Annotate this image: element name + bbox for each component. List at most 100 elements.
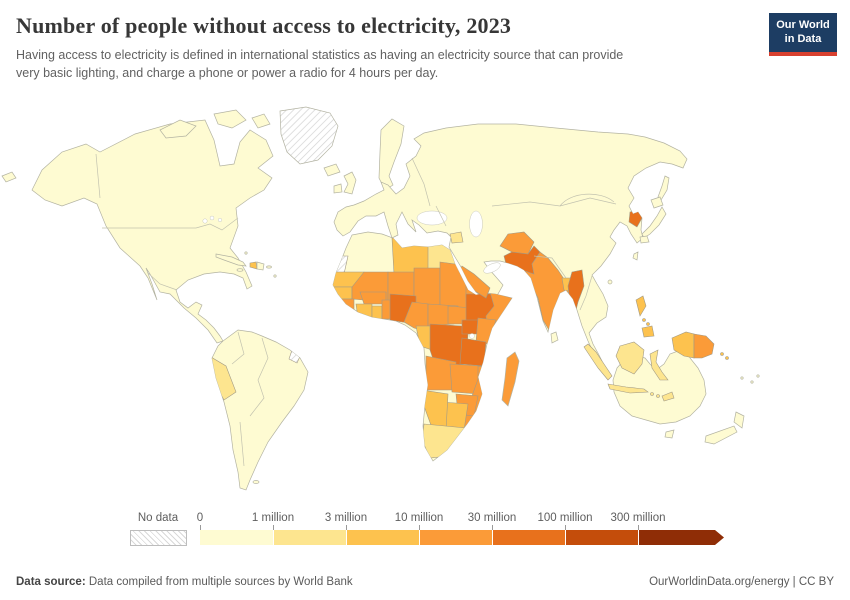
region-south-africa[interactable] bbox=[421, 423, 467, 459]
subtitle-line-2: very basic lighting, and charge a phone … bbox=[16, 65, 439, 80]
data-source-text: Data compiled from multiple sources by W… bbox=[85, 576, 353, 588]
region-bahamas[interactable] bbox=[244, 251, 248, 255]
legend-color-bar[interactable] bbox=[200, 530, 724, 545]
world-choropleth-map bbox=[0, 106, 850, 506]
region-lesser-sunda[interactable] bbox=[650, 392, 654, 396]
region-jamaica[interactable] bbox=[236, 268, 244, 272]
region-arctic-islands[interactable] bbox=[159, 119, 197, 139]
legend-swatch-3-10m[interactable] bbox=[346, 530, 419, 545]
region-kenya[interactable] bbox=[475, 317, 497, 345]
map-legend: No data 0 1 million 3 million 10 million… bbox=[130, 512, 780, 552]
region-philippines[interactable] bbox=[641, 325, 655, 338]
legend-tick-label: 100 million bbox=[537, 512, 593, 524]
great-lakes bbox=[209, 215, 215, 221]
border-south-america bbox=[249, 337, 269, 417]
region-lesser-sunda[interactable] bbox=[656, 394, 660, 398]
region-guinea[interactable] bbox=[335, 298, 355, 312]
region-solomon-islands[interactable] bbox=[725, 356, 729, 360]
region-java[interactable] bbox=[607, 383, 649, 394]
region-dominican-republic[interactable] bbox=[256, 261, 265, 271]
legend-swatch-1-3m[interactable] bbox=[273, 530, 346, 545]
region-scandinavia[interactable] bbox=[378, 118, 405, 191]
legend-swatch-100-300m[interactable] bbox=[565, 530, 638, 545]
border-us-mexico bbox=[147, 272, 178, 291]
world-map-svg bbox=[1, 106, 760, 491]
region-western-sahara[interactable] bbox=[322, 255, 349, 275]
region-iceland[interactable] bbox=[323, 163, 341, 177]
legend-tick bbox=[638, 525, 639, 530]
region-vanuatu-fiji[interactable] bbox=[750, 380, 754, 384]
region-new-zealand[interactable] bbox=[704, 425, 738, 445]
owid-logo[interactable]: Our World in Data bbox=[769, 13, 837, 56]
legend-tick bbox=[492, 525, 493, 530]
region-vanuatu-fiji[interactable] bbox=[756, 374, 760, 378]
lake-victoria bbox=[469, 333, 475, 339]
region-philippines[interactable] bbox=[642, 318, 646, 322]
region-haiti[interactable] bbox=[249, 261, 258, 270]
legend-no-data-swatch[interactable] bbox=[130, 530, 187, 546]
chart-subtitle: Having access to electricity is defined … bbox=[16, 47, 834, 83]
region-tasmania[interactable] bbox=[664, 429, 675, 439]
region-sierra-leone-liberia[interactable] bbox=[339, 310, 361, 322]
region-north-america[interactable] bbox=[31, 119, 274, 344]
region-sakhalin[interactable] bbox=[657, 175, 670, 201]
region-sulawesi[interactable] bbox=[649, 349, 669, 381]
legend-tick bbox=[273, 525, 274, 530]
legend-swatch-0-1m[interactable] bbox=[200, 530, 273, 545]
border-alaska-canada bbox=[95, 153, 101, 199]
attribution-link[interactable]: OurWorldinData.org/energy | CC BY bbox=[649, 576, 834, 588]
black-sea bbox=[416, 210, 448, 226]
region-greenland[interactable] bbox=[279, 106, 339, 165]
legend-swatch-30-100m[interactable] bbox=[492, 530, 565, 545]
legend-tick-label: 1 million bbox=[251, 512, 295, 524]
legend-swatch-10-30m[interactable] bbox=[419, 530, 492, 545]
legend-tick bbox=[419, 525, 420, 530]
data-source-note: Data source: Data compiled from multiple… bbox=[16, 576, 353, 588]
region-japan[interactable] bbox=[639, 235, 650, 244]
border-us-canada bbox=[102, 217, 239, 231]
region-sumatra[interactable] bbox=[583, 343, 613, 381]
region-lesser-antilles[interactable] bbox=[273, 274, 277, 278]
region-japan[interactable] bbox=[650, 196, 664, 209]
border-argentina-chile bbox=[239, 421, 245, 467]
legend-tick bbox=[346, 525, 347, 530]
region-tanzania[interactable] bbox=[459, 337, 487, 367]
legend-swatch-300m-plus[interactable] bbox=[638, 530, 724, 545]
region-solomon-islands[interactable] bbox=[720, 352, 724, 356]
legend-no-data-label: No data bbox=[137, 512, 179, 524]
region-taiwan[interactable] bbox=[632, 251, 639, 261]
region-falkland-islands[interactable] bbox=[252, 480, 260, 484]
region-madagascar[interactable] bbox=[501, 351, 520, 407]
border-himalaya bbox=[533, 255, 567, 279]
chart-footer: Data source: Data compiled from multiple… bbox=[16, 576, 834, 588]
region-cuba[interactable] bbox=[215, 253, 247, 267]
region-ireland[interactable] bbox=[333, 183, 343, 194]
region-sri-lanka[interactable] bbox=[550, 331, 559, 344]
region-philippines[interactable] bbox=[635, 295, 647, 317]
region-japan[interactable] bbox=[641, 206, 667, 239]
border-indochina bbox=[579, 275, 593, 311]
caspian-sea bbox=[469, 210, 483, 238]
region-eurasia-edge-sliver[interactable] bbox=[1, 171, 17, 183]
legend-tick-label: 300 million bbox=[610, 512, 666, 524]
region-syria[interactable] bbox=[449, 231, 464, 244]
region-ivory-coast[interactable] bbox=[355, 303, 373, 321]
region-papua-new-guinea[interactable] bbox=[693, 333, 715, 359]
region-philippines[interactable] bbox=[646, 322, 650, 326]
persian-gulf bbox=[483, 262, 501, 274]
region-senegal[interactable] bbox=[330, 286, 353, 300]
region-vanuatu-fiji[interactable] bbox=[740, 376, 744, 380]
region-new-zealand[interactable] bbox=[733, 411, 745, 429]
region-arctic-islands[interactable] bbox=[213, 109, 247, 129]
region-timor[interactable] bbox=[661, 391, 675, 402]
region-hainan[interactable] bbox=[607, 279, 613, 285]
region-puerto-rico[interactable] bbox=[266, 265, 272, 269]
region-arctic-islands[interactable] bbox=[251, 113, 271, 129]
region-peru[interactable] bbox=[206, 353, 237, 401]
chart-header: Number of people without access to elect… bbox=[0, 0, 850, 83]
region-great-britain[interactable] bbox=[343, 171, 357, 195]
region-uganda[interactable] bbox=[461, 319, 479, 335]
legend-tick bbox=[565, 525, 566, 530]
great-lakes bbox=[202, 218, 208, 224]
region-borneo[interactable] bbox=[615, 341, 645, 375]
